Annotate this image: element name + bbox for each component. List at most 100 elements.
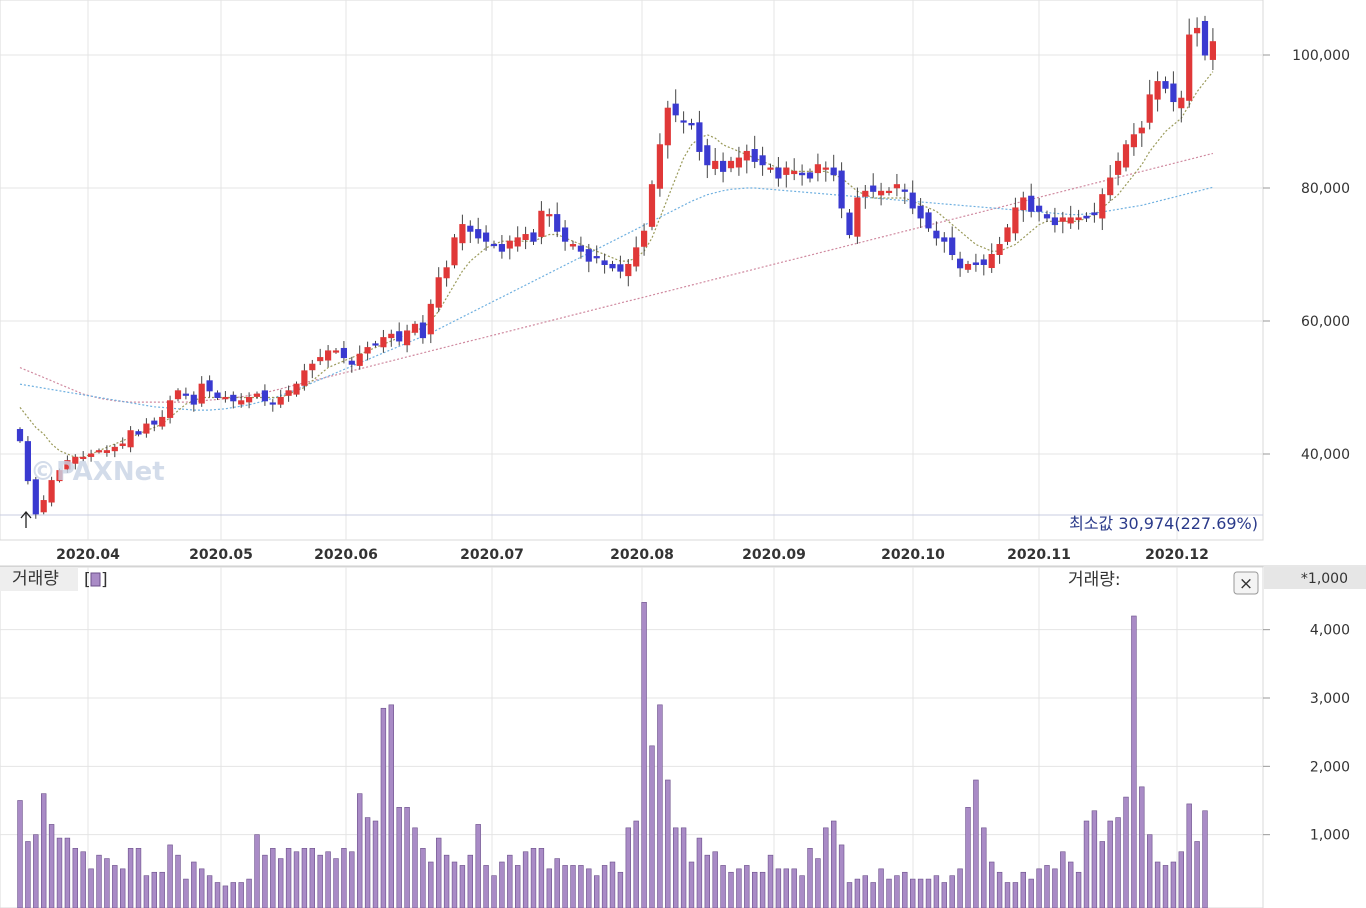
volume-bar: [48, 824, 55, 908]
candle-down: [32, 479, 39, 515]
volume-bar: [1060, 851, 1066, 908]
x-tick-label: 2020.12: [1145, 547, 1209, 563]
candle-up: [1146, 94, 1153, 123]
candle-down: [759, 155, 766, 166]
volume-bar: [428, 861, 434, 908]
candle-down: [1083, 215, 1090, 219]
volume-bar: [586, 868, 592, 908]
candle-up: [127, 430, 134, 448]
volume-bar: [1091, 810, 1098, 908]
candle-down: [1036, 205, 1043, 212]
candle-down: [617, 264, 624, 272]
candle-down: [530, 232, 537, 242]
volume-bar: [823, 827, 829, 908]
candle-up: [996, 244, 1003, 255]
volume-bar: [736, 868, 742, 908]
candle-up: [893, 184, 900, 189]
volume-bar: [1139, 786, 1145, 908]
candle-up: [40, 500, 47, 513]
volume-bar: [791, 868, 797, 908]
volume-bar: [767, 854, 774, 908]
close-icon: ×: [1239, 574, 1253, 594]
volume-bar: [728, 871, 734, 908]
candle-up: [293, 383, 300, 395]
volume-bar: [917, 878, 924, 908]
volume-bar: [127, 848, 134, 908]
candle-up: [822, 167, 829, 170]
candle-down: [688, 122, 695, 126]
candle-up: [1020, 197, 1027, 211]
volume-bar: [902, 871, 908, 908]
candle-up: [1004, 227, 1011, 242]
candle-down: [941, 237, 948, 242]
volume-bar: [104, 858, 110, 908]
volume-bar: [870, 882, 876, 908]
volume-bar: [396, 807, 402, 908]
candle-down: [348, 360, 355, 365]
candle-down: [593, 256, 600, 259]
volume-bar: [64, 837, 71, 908]
volume-bar: [1083, 820, 1090, 908]
volume-bar: [601, 865, 608, 908]
candle-down: [340, 347, 347, 359]
candle-down: [396, 331, 403, 342]
candle-up: [159, 416, 166, 427]
candle-up: [72, 456, 79, 464]
x-tick-label: 2020.06: [314, 547, 378, 563]
volume-bar: [483, 865, 489, 908]
volume-bar: [222, 885, 229, 908]
candle-up: [222, 396, 229, 400]
volume-bar: [285, 848, 292, 908]
candle-down: [933, 230, 940, 239]
volume-bar: [183, 878, 189, 908]
volume-bar: [1052, 868, 1058, 908]
ma-long-line: [19, 152, 1214, 403]
candle-up: [388, 333, 395, 339]
candle-up: [1209, 41, 1217, 60]
candle-up: [364, 347, 371, 354]
candle-down: [1162, 81, 1169, 89]
candle-down: [206, 380, 213, 392]
volume-bar: [1202, 810, 1208, 908]
candle-down: [949, 237, 956, 255]
volume-bar: [175, 854, 181, 908]
candle-up: [522, 234, 529, 240]
candle-up: [783, 167, 790, 175]
volume-bar: [420, 848, 426, 908]
volume-bar: [341, 848, 347, 908]
candle-up: [878, 190, 885, 196]
volume-bar: [609, 861, 616, 908]
candle-up: [435, 277, 442, 308]
candle-down: [838, 170, 845, 209]
volume-bar: [1044, 865, 1050, 908]
candle-down: [696, 122, 703, 152]
volume-bar: [1012, 882, 1019, 908]
candle-up: [641, 230, 648, 247]
volume-bar: [838, 844, 845, 908]
candle-down: [870, 185, 877, 192]
candle-down: [475, 229, 482, 239]
volume-bar: [830, 820, 837, 908]
volume-bar: [475, 824, 481, 908]
volume-bar: [720, 865, 726, 908]
volume-bar: [333, 858, 339, 908]
volume-bar: [846, 882, 853, 908]
volume-bar: [451, 861, 458, 908]
candle-up: [285, 390, 292, 396]
candle-up: [317, 357, 324, 362]
candle-up: [767, 167, 774, 170]
candle-down: [483, 232, 490, 242]
volume-legend-close: ]: [101, 570, 108, 590]
candle-up: [404, 330, 411, 346]
volume-bar: [1170, 861, 1177, 908]
volume-bar: [443, 854, 450, 908]
candle-up: [1075, 217, 1082, 221]
volume-bar: [649, 745, 655, 908]
candle-up: [988, 254, 995, 269]
volume-bar: [491, 875, 497, 908]
candle-down: [917, 205, 924, 219]
close-panel-button[interactable]: ×: [1233, 571, 1259, 595]
volume-bar: [1028, 878, 1034, 908]
candle-up: [656, 144, 663, 189]
volume-bar: [988, 861, 995, 908]
